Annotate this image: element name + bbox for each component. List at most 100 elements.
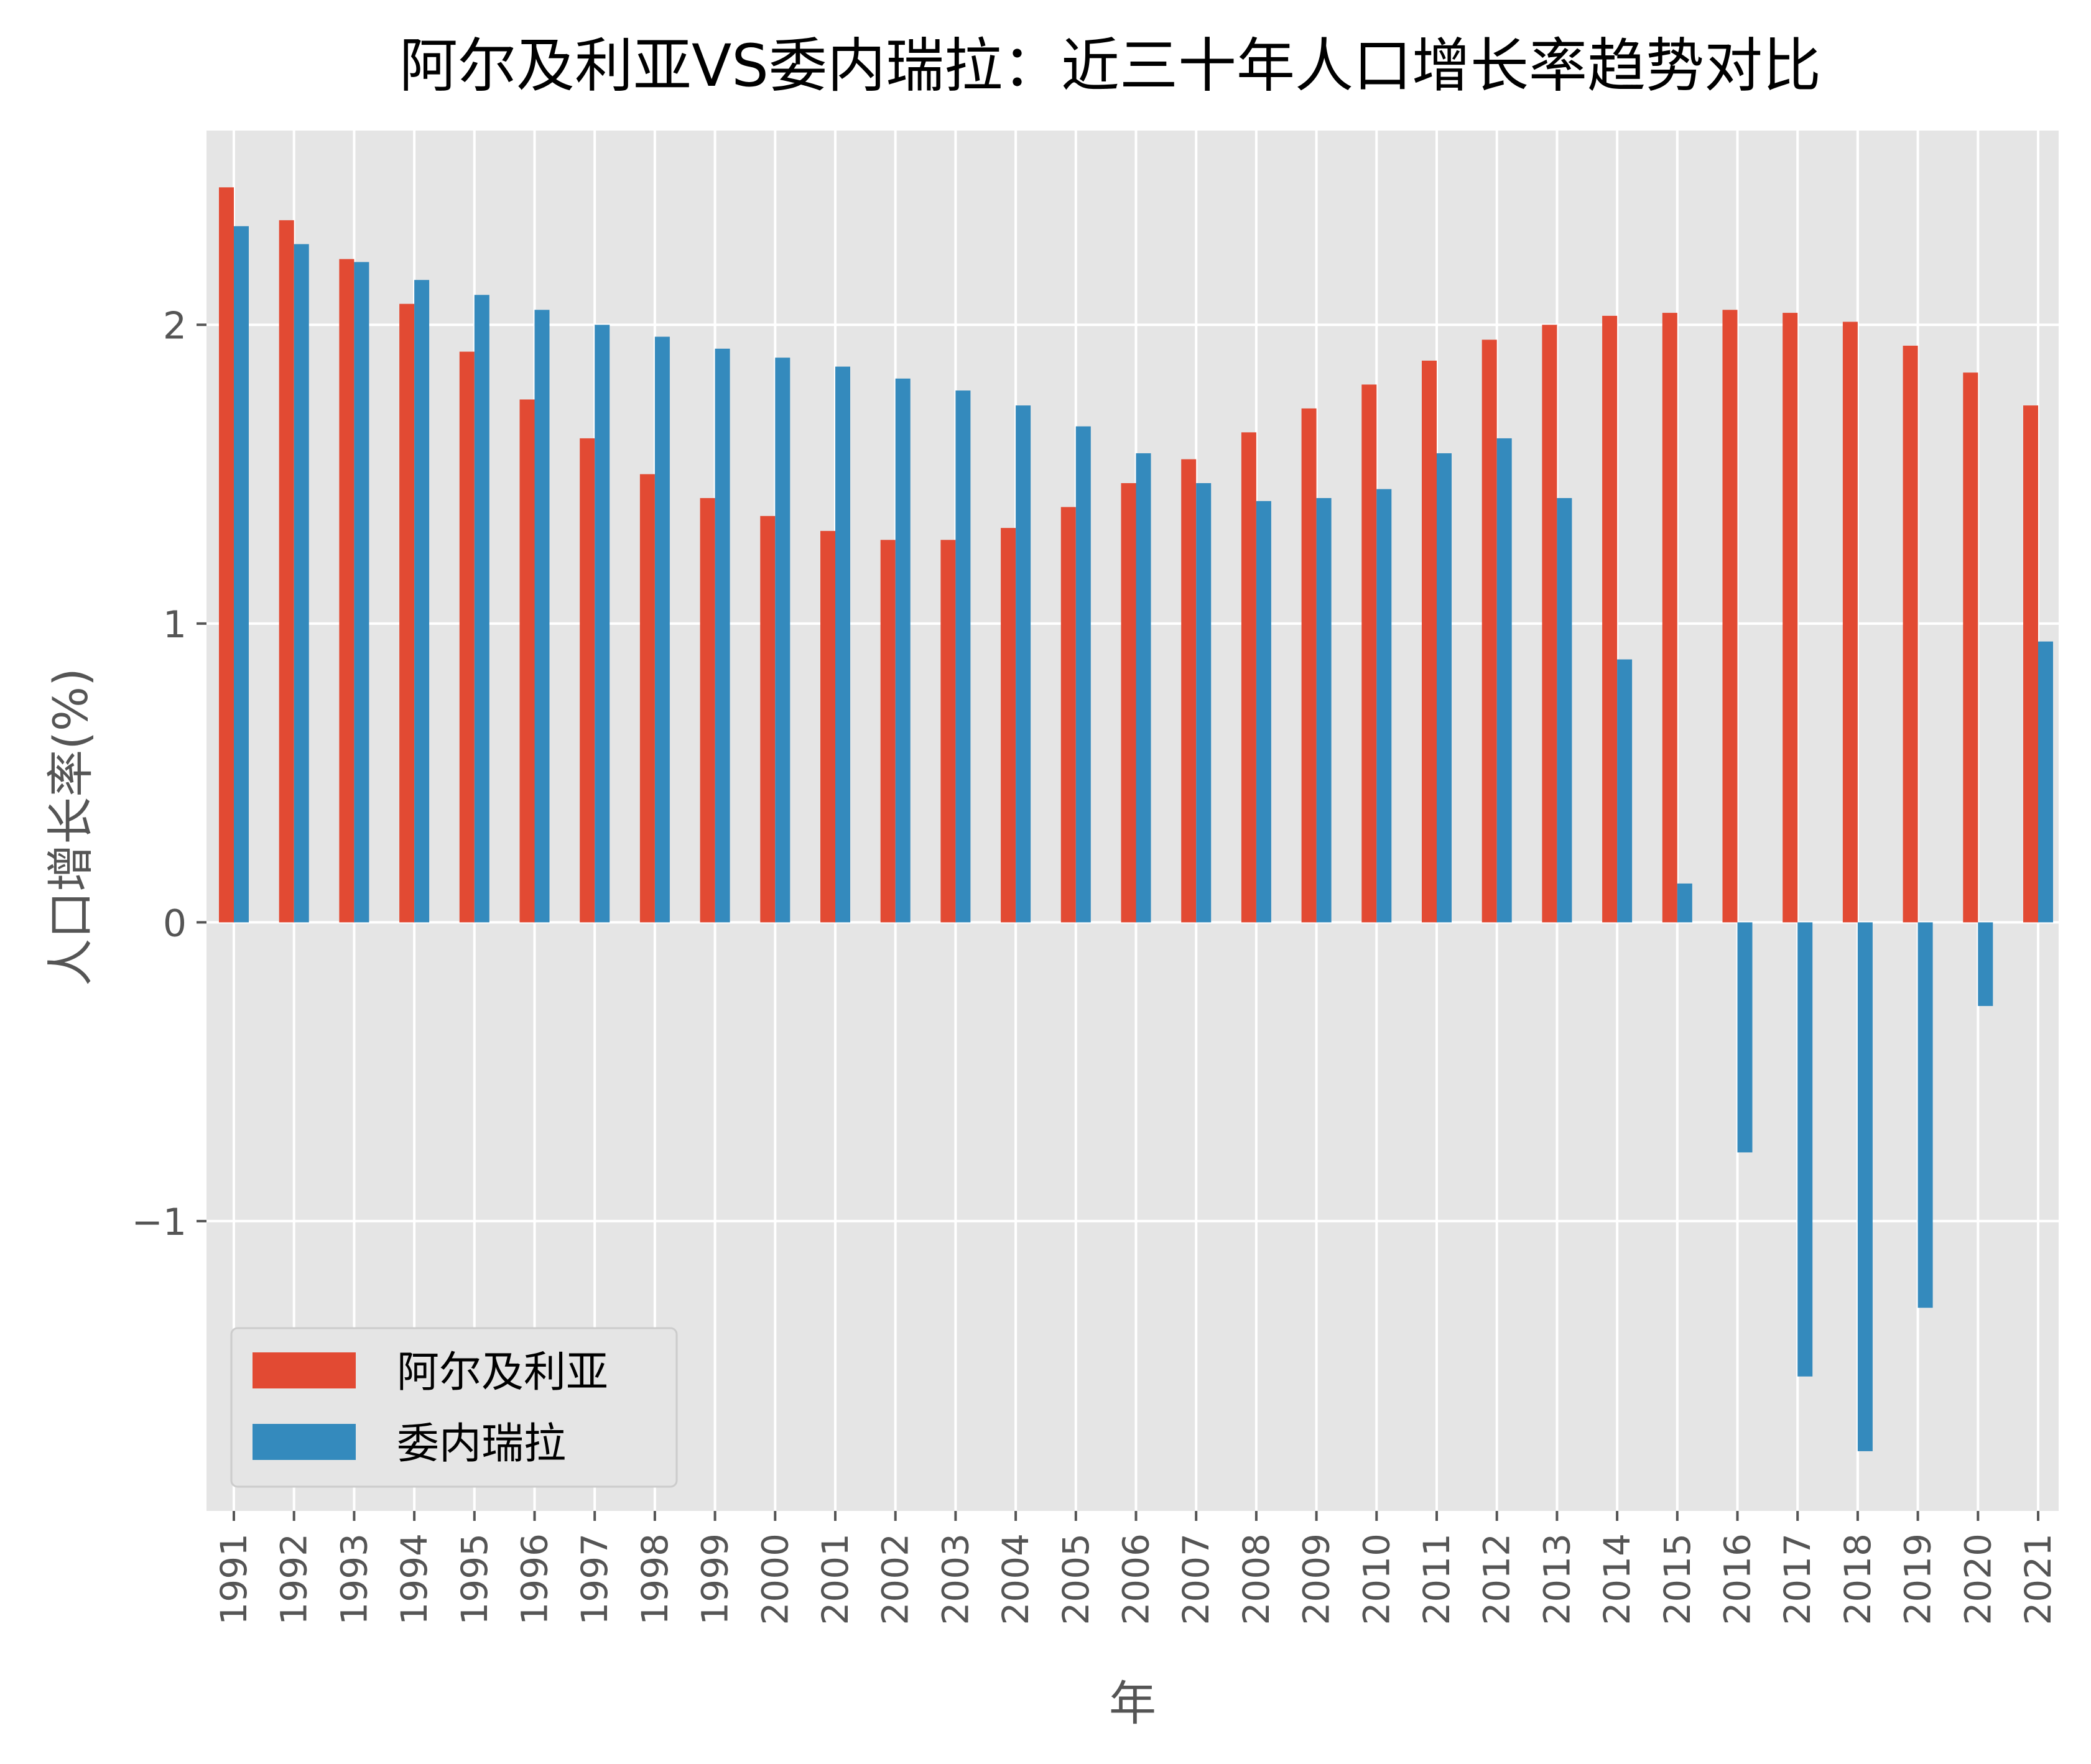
bar-algeria bbox=[940, 540, 956, 923]
x-tick-label: 1993 bbox=[333, 1533, 375, 1625]
bar-venezuela bbox=[1256, 501, 1271, 923]
bar-algeria bbox=[1602, 315, 1618, 923]
bar-algeria bbox=[580, 438, 595, 923]
bar-venezuela bbox=[1437, 453, 1452, 923]
y-tick-label: 0 bbox=[163, 902, 187, 945]
bar-venezuela bbox=[1857, 922, 1873, 1451]
bar-venezuela bbox=[775, 358, 790, 923]
bar-venezuela bbox=[354, 262, 369, 923]
bar-algeria bbox=[1783, 313, 1798, 923]
bar-venezuela bbox=[1136, 453, 1151, 923]
x-tick-label: 1992 bbox=[273, 1533, 315, 1625]
x-tick-label: 2010 bbox=[1355, 1533, 1398, 1625]
bar-venezuela bbox=[1737, 922, 1753, 1153]
y-tick-label: 1 bbox=[163, 603, 187, 647]
bar-venezuela bbox=[654, 336, 670, 923]
bars bbox=[219, 187, 2053, 1451]
bar-algeria bbox=[519, 399, 535, 923]
x-tick-label: 1997 bbox=[573, 1533, 616, 1625]
x-tick-label: 2017 bbox=[1776, 1533, 1819, 1625]
bar-algeria bbox=[399, 303, 415, 923]
x-tick-label: 2015 bbox=[1656, 1533, 1699, 1625]
bar-venezuela bbox=[1016, 405, 1031, 923]
bar-algeria bbox=[820, 530, 835, 923]
x-tick-label: 2019 bbox=[1897, 1533, 1939, 1625]
bar-venezuela bbox=[1496, 438, 1512, 923]
bar-algeria bbox=[1422, 361, 1437, 923]
x-axis: 1991 1992 1993 1994 1995 1996 1997 1998 1999 2000… bbox=[213, 1511, 2059, 1625]
x-tick-label: 2001 bbox=[814, 1533, 856, 1625]
bar-algeria bbox=[339, 259, 355, 923]
bar-venezuela bbox=[1376, 489, 1392, 923]
x-tick-label: 2004 bbox=[994, 1533, 1037, 1625]
x-tick-label: 2008 bbox=[1235, 1533, 1277, 1625]
bar-venezuela bbox=[1316, 498, 1332, 923]
bar-algeria bbox=[1060, 507, 1076, 923]
bar-venezuela bbox=[1196, 483, 1212, 923]
bar-venezuela bbox=[234, 226, 249, 923]
legend-label-venezuela: 委内瑞拉 bbox=[397, 1420, 566, 1469]
bar-venezuela bbox=[1557, 498, 1572, 923]
legend-swatch-venezuela bbox=[253, 1424, 356, 1460]
bar-algeria bbox=[1903, 345, 1918, 923]
legend-label-algeria: 阿尔及利亚 bbox=[397, 1348, 608, 1397]
x-tick-label: 2020 bbox=[1957, 1533, 1999, 1625]
x-tick-label: 2012 bbox=[1476, 1533, 1518, 1625]
bar-venezuela bbox=[534, 310, 550, 923]
x-tick-label: 2021 bbox=[2017, 1533, 2059, 1625]
bar-venezuela bbox=[1617, 659, 1633, 923]
bar-algeria bbox=[1963, 372, 1978, 923]
x-tick-label: 1998 bbox=[634, 1533, 676, 1625]
bar-algeria bbox=[1181, 459, 1197, 923]
x-tick-label: 2003 bbox=[934, 1533, 976, 1625]
x-tick-label: 2009 bbox=[1296, 1533, 1338, 1625]
x-tick-label: 1991 bbox=[213, 1533, 255, 1625]
bar-algeria bbox=[760, 515, 776, 923]
legend-swatch-algeria bbox=[253, 1352, 356, 1388]
x-tick-label: 1996 bbox=[514, 1533, 556, 1625]
bar-algeria bbox=[700, 498, 715, 923]
bar-venezuela bbox=[955, 390, 971, 923]
y-axis: −1 0 1 2 bbox=[132, 304, 206, 1244]
bar-algeria bbox=[459, 351, 475, 923]
x-axis-label: 年 bbox=[1109, 1676, 1156, 1731]
y-tick-label: 2 bbox=[163, 304, 187, 348]
bar-venezuela bbox=[595, 325, 610, 923]
x-tick-label: 2013 bbox=[1536, 1533, 1578, 1625]
bar-algeria bbox=[1361, 384, 1377, 923]
bar-algeria bbox=[639, 474, 655, 923]
bar-venezuela bbox=[835, 366, 850, 923]
bar-algeria bbox=[279, 220, 294, 923]
bar-algeria bbox=[219, 187, 234, 923]
bar-algeria bbox=[1481, 339, 1497, 923]
bar-venezuela bbox=[474, 295, 489, 923]
bar-venezuela bbox=[1978, 922, 1993, 1006]
bar-venezuela bbox=[1917, 922, 1933, 1308]
bar-algeria bbox=[1121, 483, 1136, 923]
x-tick-label: 1995 bbox=[453, 1533, 496, 1625]
bar-algeria bbox=[2023, 405, 2038, 923]
x-tick-label: 2006 bbox=[1115, 1533, 1157, 1625]
y-axis-label: 人口增长率(%) bbox=[43, 668, 98, 986]
legend: 阿尔及利亚 委内瑞拉 bbox=[230, 1327, 678, 1488]
bar-venezuela bbox=[895, 378, 911, 923]
bar-venezuela bbox=[1797, 922, 1813, 1377]
bar-algeria bbox=[1722, 310, 1738, 923]
x-tick-label: 2014 bbox=[1596, 1533, 1638, 1625]
x-tick-label: 2016 bbox=[1717, 1533, 1759, 1625]
bar-venezuela bbox=[2038, 641, 2053, 923]
bar-algeria bbox=[1301, 408, 1317, 923]
bar-venezuela bbox=[1677, 883, 1692, 923]
bar-algeria bbox=[880, 540, 896, 923]
x-tick-label: 2007 bbox=[1175, 1533, 1217, 1625]
bar-algeria bbox=[1241, 432, 1256, 923]
bar-algeria bbox=[1001, 528, 1016, 923]
bar-algeria bbox=[1542, 325, 1557, 923]
bar-venezuela bbox=[1075, 426, 1091, 923]
x-tick-label: 2011 bbox=[1416, 1533, 1458, 1625]
bar-algeria bbox=[1662, 313, 1677, 923]
bar-venezuela bbox=[294, 244, 309, 923]
x-tick-label: 2000 bbox=[754, 1533, 796, 1625]
